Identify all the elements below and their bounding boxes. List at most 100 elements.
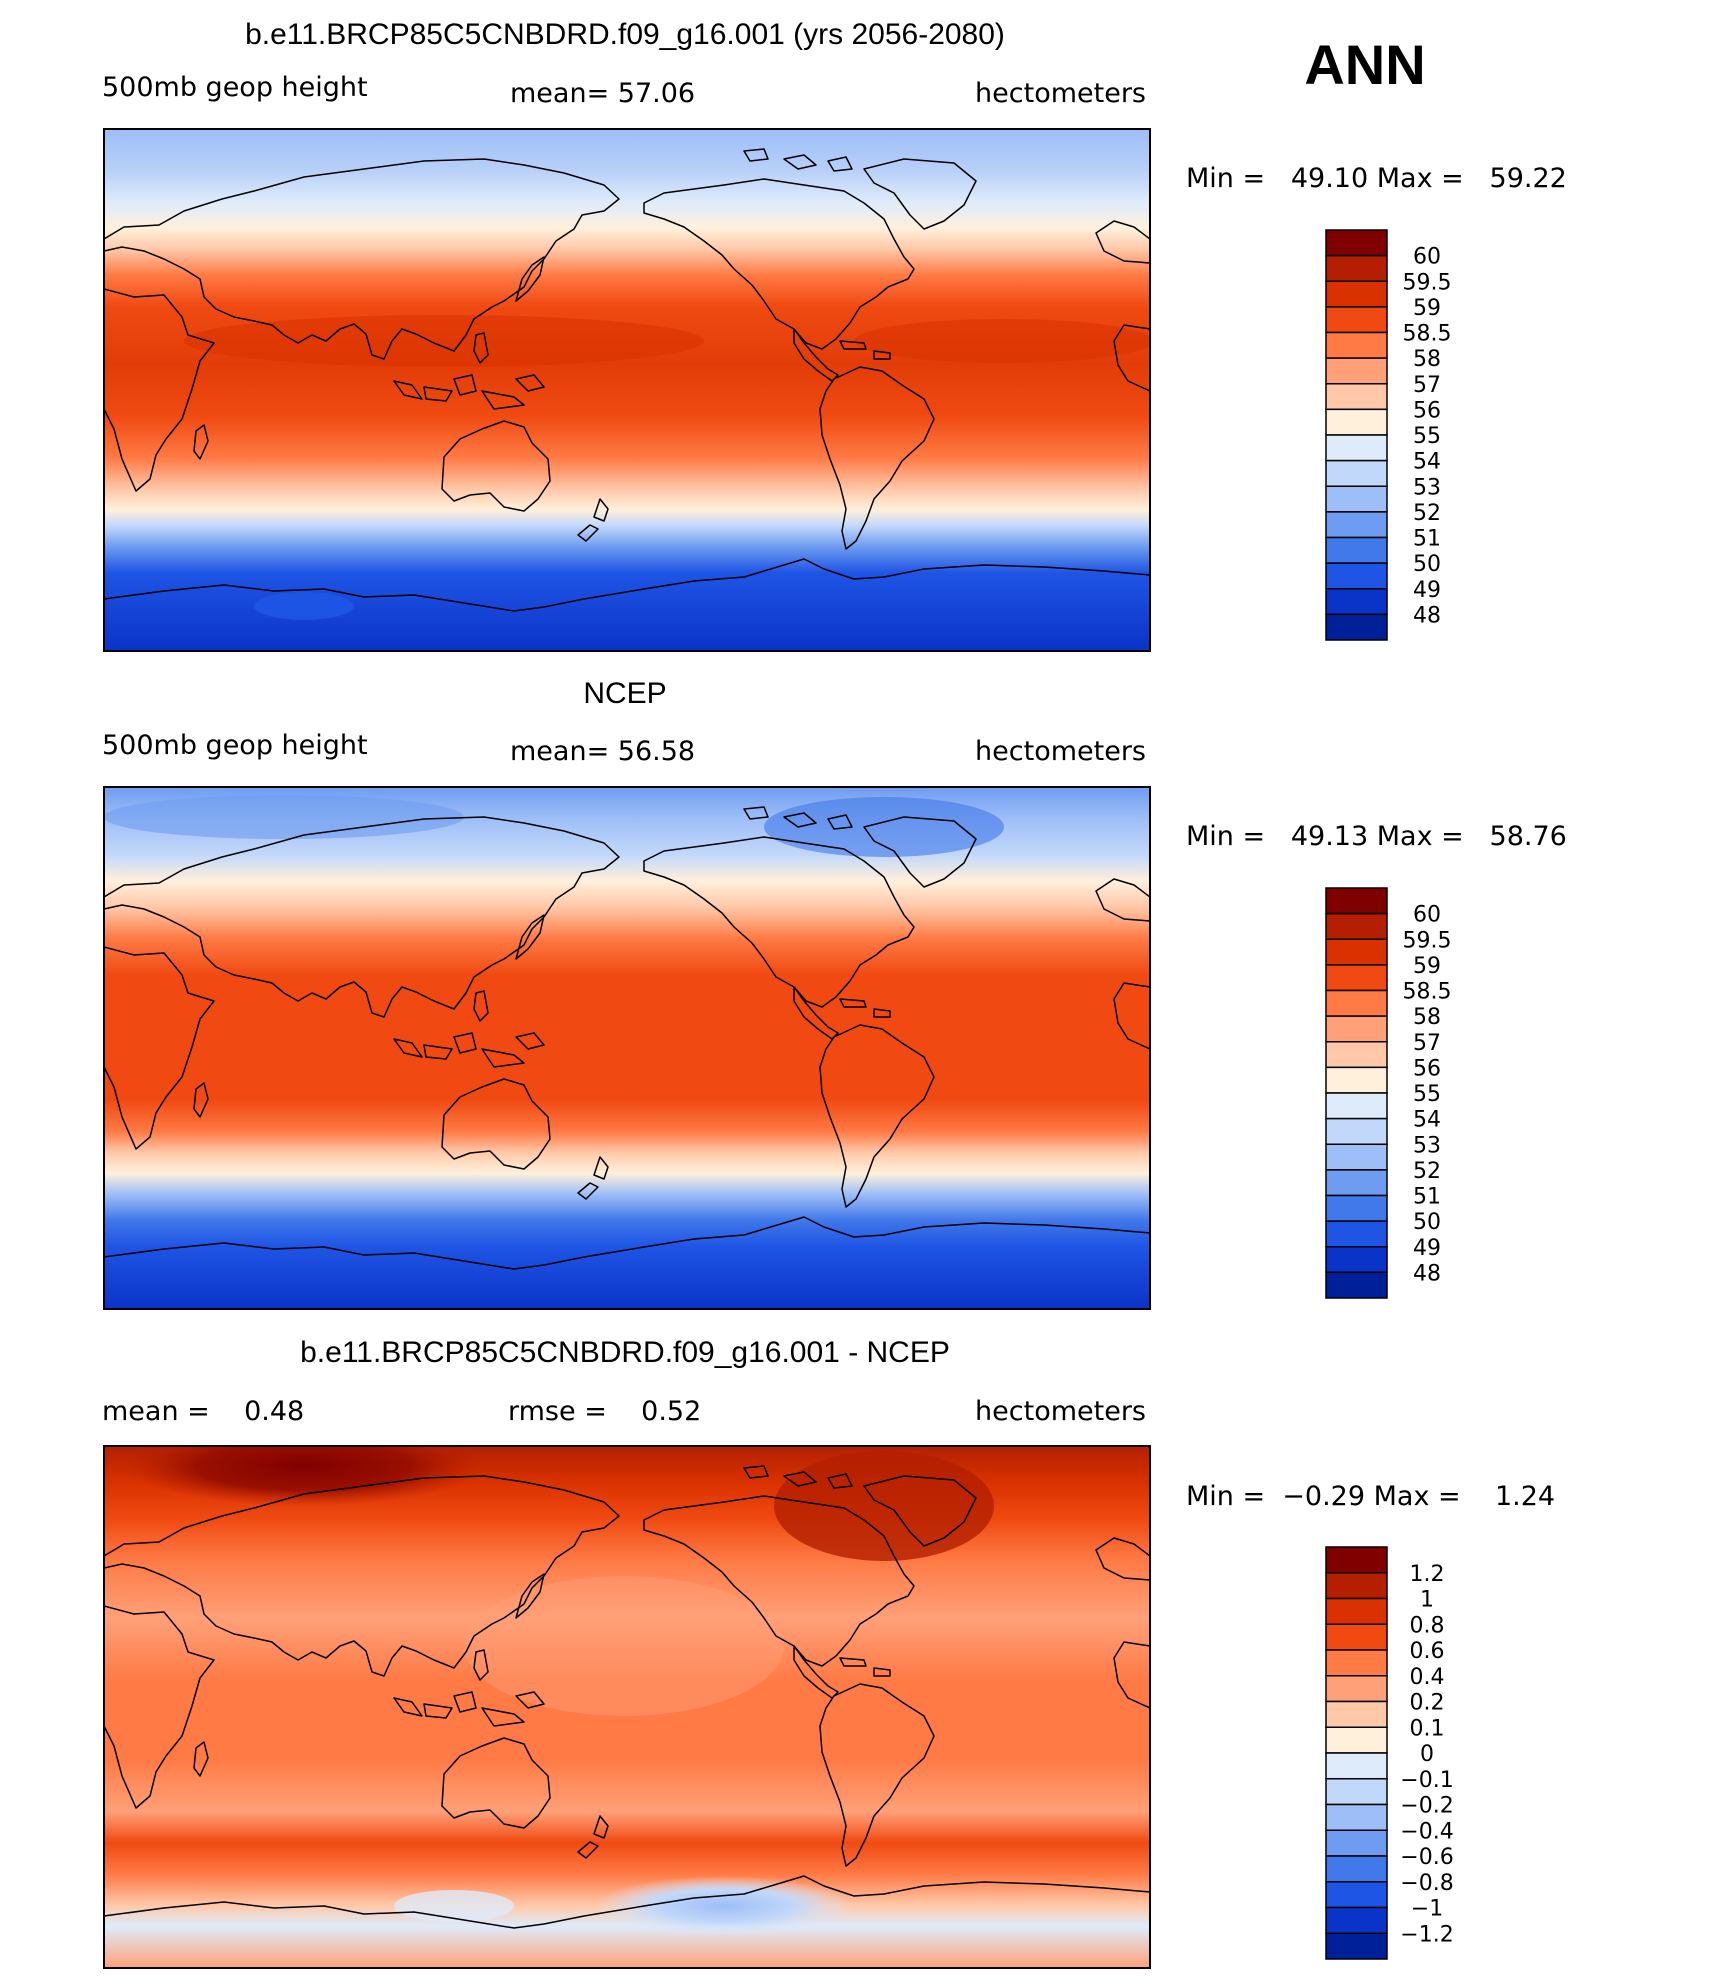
legend-swatch	[1325, 1066, 1388, 1094]
legend-label: 57	[1413, 1031, 1441, 1056]
legend-label: 0.8	[1410, 1613, 1445, 1638]
legend-label: 60	[1413, 245, 1441, 270]
legend-label: 55	[1413, 1082, 1441, 1107]
legend-swatch	[1325, 613, 1388, 641]
legend-label: 55	[1413, 424, 1441, 449]
legend-swatch	[1325, 1015, 1388, 1043]
legend-label: 57	[1413, 373, 1441, 398]
legend-swatch	[1325, 383, 1388, 411]
legend-swatch	[1325, 536, 1388, 564]
legend-swatch	[1325, 459, 1388, 487]
map-panel-difference	[103, 1445, 1151, 1969]
legend-swatch	[1325, 511, 1388, 539]
legend-label: −0.8	[1400, 1871, 1453, 1896]
legend-label: 54	[1413, 450, 1441, 475]
legend-label: 52	[1413, 1159, 1441, 1184]
legend-swatch	[1325, 1726, 1388, 1754]
legend-label: 58	[1413, 1005, 1441, 1030]
legend-swatch	[1325, 254, 1388, 282]
legend-swatch	[1325, 1546, 1388, 1574]
legend-label: 0.4	[1410, 1665, 1445, 1690]
legend-label: 48	[1413, 1261, 1441, 1286]
units-label: hectometers	[975, 1396, 1146, 1427]
legend-swatch	[1325, 1855, 1388, 1883]
units-label: hectometers	[975, 736, 1146, 767]
legend-swatch	[1325, 1675, 1388, 1703]
legend-swatch	[1325, 306, 1388, 334]
legend-label: −1	[1411, 1897, 1443, 1922]
legend-swatch	[1325, 887, 1388, 915]
legend-label: 58	[1413, 347, 1441, 372]
legend-label: 53	[1413, 475, 1441, 500]
legend-swatch	[1325, 1803, 1388, 1831]
legend-swatch	[1325, 1194, 1388, 1222]
mean-label: mean= 56.58	[510, 736, 695, 767]
map-panel-ncep	[103, 786, 1151, 1310]
panel-title: b.e11.BRCP85C5CNBDRD.f09_g16.001 - NCEP	[300, 1336, 950, 1369]
legend-label: 56	[1413, 1056, 1441, 1081]
legend-swatch	[1325, 1649, 1388, 1677]
map-panel-model	[103, 128, 1151, 652]
legend-label: 58.5	[1403, 322, 1452, 347]
legend-label: 0	[1420, 1742, 1434, 1767]
legend-swatch	[1325, 1220, 1388, 1248]
legend-swatch	[1325, 1572, 1388, 1600]
legend-label: 0.6	[1410, 1639, 1445, 1664]
legend-label: 51	[1413, 527, 1441, 552]
legend-label: 1.2	[1410, 1562, 1445, 1587]
rmse-label: rmse = 0.52	[508, 1396, 701, 1427]
legend-swatch	[1325, 331, 1388, 359]
legend-swatch	[1325, 1143, 1388, 1171]
variable-label: 500mb geop height	[102, 730, 368, 761]
legend-swatch	[1325, 1778, 1388, 1806]
legend-label: 59	[1413, 296, 1441, 321]
panel-title: b.e11.BRCP85C5CNBDRD.f09_g16.001 (yrs 20…	[245, 18, 1005, 51]
legend-label: 49	[1413, 1236, 1441, 1261]
legend-label: −0.6	[1400, 1845, 1453, 1870]
legend-label: 50	[1413, 1210, 1441, 1235]
legend-swatch	[1325, 1092, 1388, 1120]
legend-label: 51	[1413, 1185, 1441, 1210]
variable-label: 500mb geop height	[102, 72, 368, 103]
minmax-label: Min = 49.13 Max = 58.76	[1186, 821, 1567, 852]
legend-swatch	[1325, 989, 1388, 1017]
legend-swatch	[1325, 1169, 1388, 1197]
minmax-label: Min = 49.10 Max = 59.22	[1186, 163, 1567, 194]
legend-swatch	[1325, 1881, 1388, 1909]
legend-swatch	[1325, 1623, 1388, 1651]
legend-label: 52	[1413, 501, 1441, 526]
legend-swatch	[1325, 588, 1388, 616]
units-label: hectometers	[975, 78, 1146, 109]
panel-ncep: NCEP 500mb geop height mean= 56.58 hecto…	[102, 677, 1567, 1310]
legend-label: 48	[1413, 603, 1441, 628]
panel-title: NCEP	[583, 677, 666, 710]
legend-swatch	[1325, 964, 1388, 992]
legend-label: 0.2	[1410, 1691, 1445, 1716]
mean-label: mean= 57.06	[510, 78, 695, 109]
legend-label: 59.5	[1403, 270, 1452, 295]
panel-difference: b.e11.BRCP85C5CNBDRD.f09_g16.001 - NCEP …	[102, 1336, 1555, 1969]
legend-label: 58.5	[1403, 980, 1452, 1005]
legend-label: 1	[1420, 1588, 1434, 1613]
legend-label: −0.1	[1400, 1768, 1453, 1793]
legend-swatch	[1325, 485, 1388, 513]
legend-swatch	[1325, 938, 1388, 966]
legend-swatch	[1325, 912, 1388, 940]
legend-label: 59.5	[1403, 928, 1452, 953]
legend-swatch	[1325, 1117, 1388, 1145]
legend-label: 59	[1413, 954, 1441, 979]
legend-swatch	[1325, 280, 1388, 308]
legend-swatch	[1325, 357, 1388, 385]
legend-label: −0.2	[1400, 1794, 1453, 1819]
legend-label: 53	[1413, 1133, 1441, 1158]
legend-swatch	[1325, 1700, 1388, 1728]
legend-swatch	[1325, 434, 1388, 462]
legend-label: 54	[1413, 1108, 1441, 1133]
panel-model: b.e11.BRCP85C5CNBDRD.f09_g16.001 (yrs 20…	[102, 18, 1567, 652]
legend-swatch	[1325, 229, 1388, 257]
legend-label: 0.1	[1410, 1716, 1445, 1741]
legend-swatch	[1325, 562, 1388, 590]
season-label: ANN	[1304, 33, 1425, 96]
